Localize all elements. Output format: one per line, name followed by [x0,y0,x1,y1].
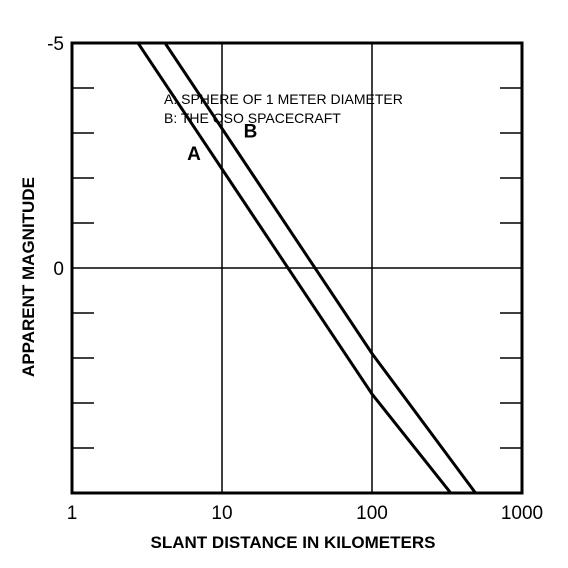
y-axis-title: APPARENT MAGNITUDE [19,177,38,377]
x-tick-label: 100 [356,503,388,524]
x-tick-label: 1000 [501,503,543,524]
tick-labels: 1 10 100 1000 -5 0 [47,34,543,524]
y-tick-label: -5 [47,34,64,55]
curve-labels: AB [187,122,257,166]
series-lines [136,43,477,493]
minor-ticks [72,87,522,449]
series-line-b [163,43,477,493]
x-tick-label: 1 [67,503,78,524]
y-tick-label: 0 [53,259,64,280]
x-axis-title: SLANT DISTANCE IN KILOMETERS [151,533,436,552]
legend-entry-a: A: SPHERE OF 1 METER DIAMETER [164,91,403,107]
legend-entry-b: B: THE OSO SPACECRAFT [164,110,341,126]
series-line-a [136,43,452,493]
curve-label-a: A [187,144,201,165]
x-tick-label: 10 [211,503,232,524]
plot-frame [70,41,524,495]
curve-label-b: B [244,122,258,143]
